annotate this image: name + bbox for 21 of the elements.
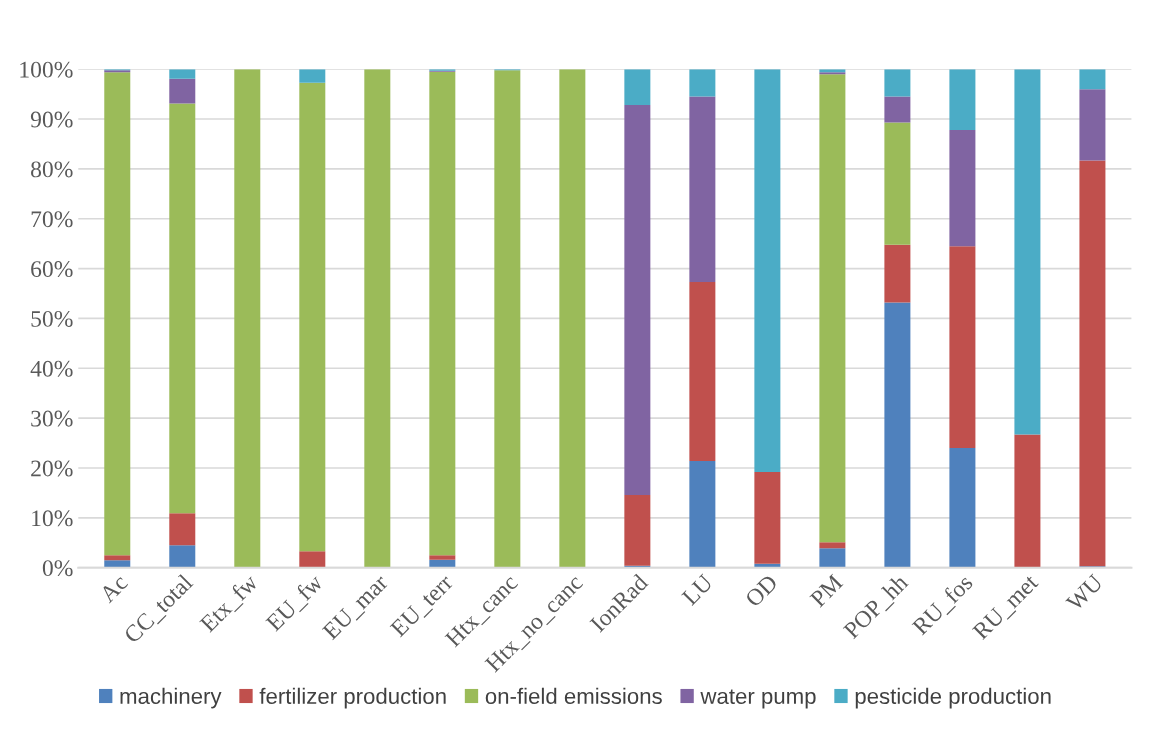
x-tick-label: OD bbox=[744, 573, 779, 608]
legend-label: on-field emissions bbox=[485, 687, 662, 705]
legend-label: water pump bbox=[700, 689, 816, 709]
legend-label: pesticide production bbox=[855, 687, 1051, 709]
y-tick-label: 100% bbox=[20, 61, 73, 78]
x-tick-label: Ac bbox=[98, 573, 129, 604]
x-tick-label: LU bbox=[681, 573, 714, 607]
x-tick-label: WU bbox=[1065, 573, 1104, 613]
y-tick-label: 0% bbox=[42, 560, 73, 577]
y-tick-label: 80% bbox=[31, 161, 73, 178]
y-tick-label: 70% bbox=[31, 211, 73, 228]
y-tick-label: 40% bbox=[30, 360, 73, 377]
y-tick-label: 50% bbox=[31, 310, 73, 327]
legend-label: fertilizer production bbox=[259, 687, 446, 709]
y-tick-label: 30% bbox=[31, 410, 73, 427]
y-tick-label: 90% bbox=[30, 111, 73, 128]
legend-label: machinery bbox=[120, 687, 222, 709]
y-tick-label: 60% bbox=[31, 261, 73, 278]
x-tick-label: PM bbox=[809, 573, 844, 608]
y-tick-label: 10% bbox=[32, 510, 73, 527]
y-tick-label: 20% bbox=[31, 460, 73, 477]
